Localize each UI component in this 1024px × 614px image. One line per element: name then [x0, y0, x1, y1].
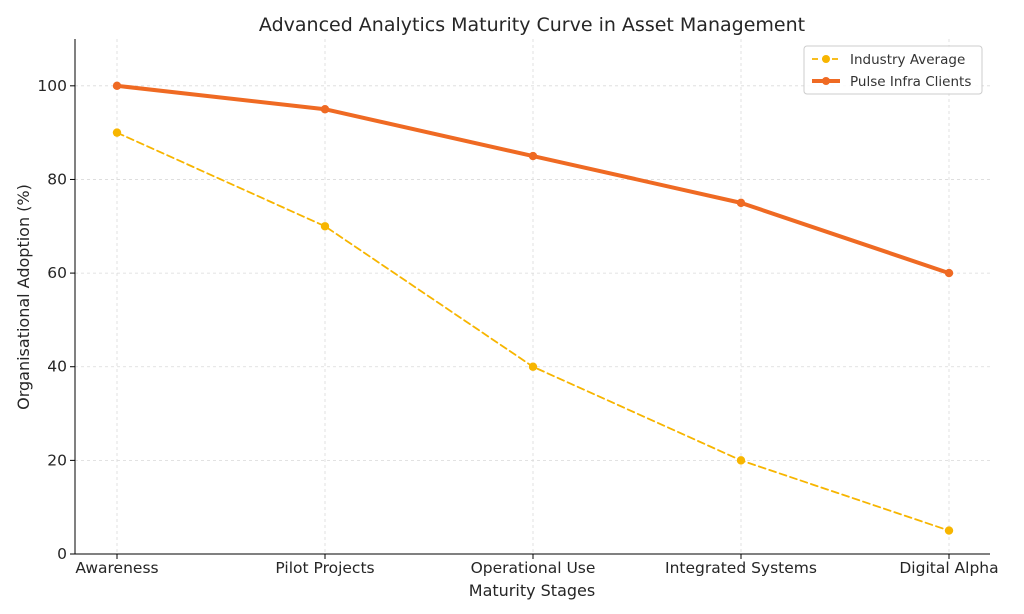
y-tick-label: 80 [47, 170, 67, 188]
y-tick-label: 20 [47, 451, 67, 469]
x-tick-label: Integrated Systems [665, 559, 817, 577]
legend-label: Pulse Infra Clients [850, 74, 971, 90]
data-point [112, 128, 122, 137]
x-axis-label: Maturity Stages [469, 581, 595, 600]
y-axis-label: Organisational Adoption (%) [14, 184, 33, 410]
data-point [736, 198, 746, 208]
y-tick-label: 100 [37, 77, 67, 95]
series-layer [112, 81, 954, 535]
data-point [944, 268, 954, 278]
data-point [736, 456, 746, 465]
data-point [112, 81, 122, 91]
legend-label: Industry Average [850, 52, 965, 68]
legend-box [803, 45, 983, 95]
legend-swatch-marker [822, 55, 830, 63]
data-point [528, 362, 538, 371]
x-tick-label: Operational Use [471, 559, 596, 577]
x-tick-label: Awareness [75, 559, 158, 577]
data-point [320, 222, 330, 231]
grid [75, 39, 990, 555]
y-ticks: 0 20 40 60 80 100 [37, 77, 75, 563]
x-tick-label: Digital Alpha [899, 559, 998, 577]
y-tick-label: 0 [57, 545, 67, 563]
x-ticks: Awareness Pilot Projects Operational Use In… [75, 554, 999, 577]
series-line-1 [116, 131, 950, 532]
y-tick-label: 40 [47, 358, 67, 376]
y-tick-label: 60 [47, 264, 67, 282]
chart-title: Advanced Analytics Maturity Curve in Ass… [259, 14, 805, 36]
legend-swatch-marker [822, 77, 830, 85]
data-point [944, 526, 954, 535]
axes [74, 39, 990, 555]
x-tick-label: Pilot Projects [275, 559, 374, 577]
data-point [528, 151, 538, 161]
legend: Industry Average Pulse Infra Clients [803, 45, 983, 95]
data-point [320, 105, 330, 114]
